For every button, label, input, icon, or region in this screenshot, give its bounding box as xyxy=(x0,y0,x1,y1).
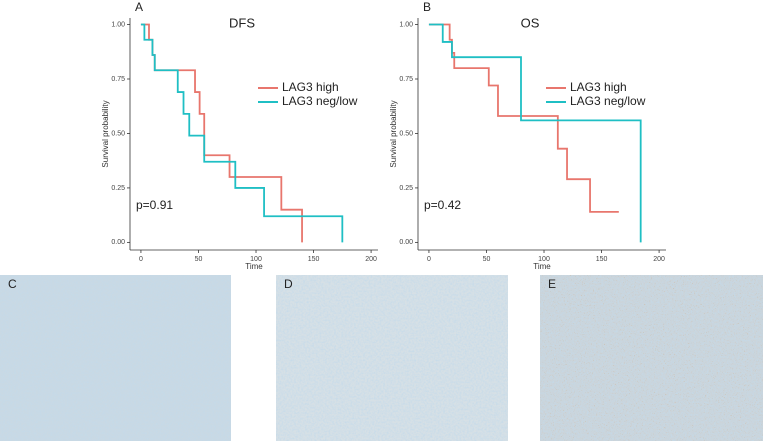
survival-curve xyxy=(140,23,344,243)
x-tick-label: 100 xyxy=(250,256,262,263)
x-tick-label: 150 xyxy=(308,256,320,263)
legend-label: LAG3 high xyxy=(570,80,627,94)
x-tick-label: 50 xyxy=(195,256,203,263)
x-tick-label: 0 xyxy=(139,256,143,263)
legend-label: LAG3 high xyxy=(282,80,339,94)
p-value: p=0.91 xyxy=(136,198,173,212)
y-tick-label: 1.00 xyxy=(111,21,125,28)
x-tick-label: 200 xyxy=(653,256,665,263)
survival-curve xyxy=(428,23,619,213)
panel-label: E xyxy=(548,277,556,291)
dab-stain xyxy=(540,275,763,441)
survival-curve xyxy=(428,23,642,243)
x-tick-label: 100 xyxy=(538,256,550,263)
x-axis-title: Time xyxy=(533,262,551,271)
y-tick-label: 1.00 xyxy=(399,21,413,28)
y-tick-label: 0.00 xyxy=(111,239,125,246)
histology-image xyxy=(276,275,508,441)
x-tick-label: 200 xyxy=(365,256,377,263)
y-axis-title: Survival probability xyxy=(101,100,110,167)
y-axis-title: Survival probability xyxy=(389,100,398,167)
y-tick-label: 0.00 xyxy=(399,239,413,246)
x-tick-label: 150 xyxy=(596,256,608,263)
panel-label: D xyxy=(284,277,293,291)
y-tick-label: 0.50 xyxy=(399,130,413,137)
y-tick-label: 0.75 xyxy=(399,76,413,83)
x-tick-label: 0 xyxy=(427,256,431,263)
x-axis-title: Time xyxy=(245,262,263,271)
y-tick-label: 0.75 xyxy=(111,76,125,83)
chart-title: DFS xyxy=(229,15,255,30)
y-tick-label: 0.50 xyxy=(111,130,125,137)
chart-title: OS xyxy=(521,15,540,30)
panel-label: C xyxy=(8,277,17,291)
panel-label: A xyxy=(135,0,143,14)
x-tick-label: 50 xyxy=(483,256,491,263)
legend-label: LAG3 neg/low xyxy=(282,94,358,108)
y-tick-label: 0.25 xyxy=(111,185,125,192)
histology-image xyxy=(0,275,231,441)
p-value: p=0.42 xyxy=(424,198,461,212)
panel-label: B xyxy=(423,0,431,14)
legend-label: LAG3 neg/low xyxy=(570,94,646,108)
y-tick-label: 0.25 xyxy=(399,185,413,192)
